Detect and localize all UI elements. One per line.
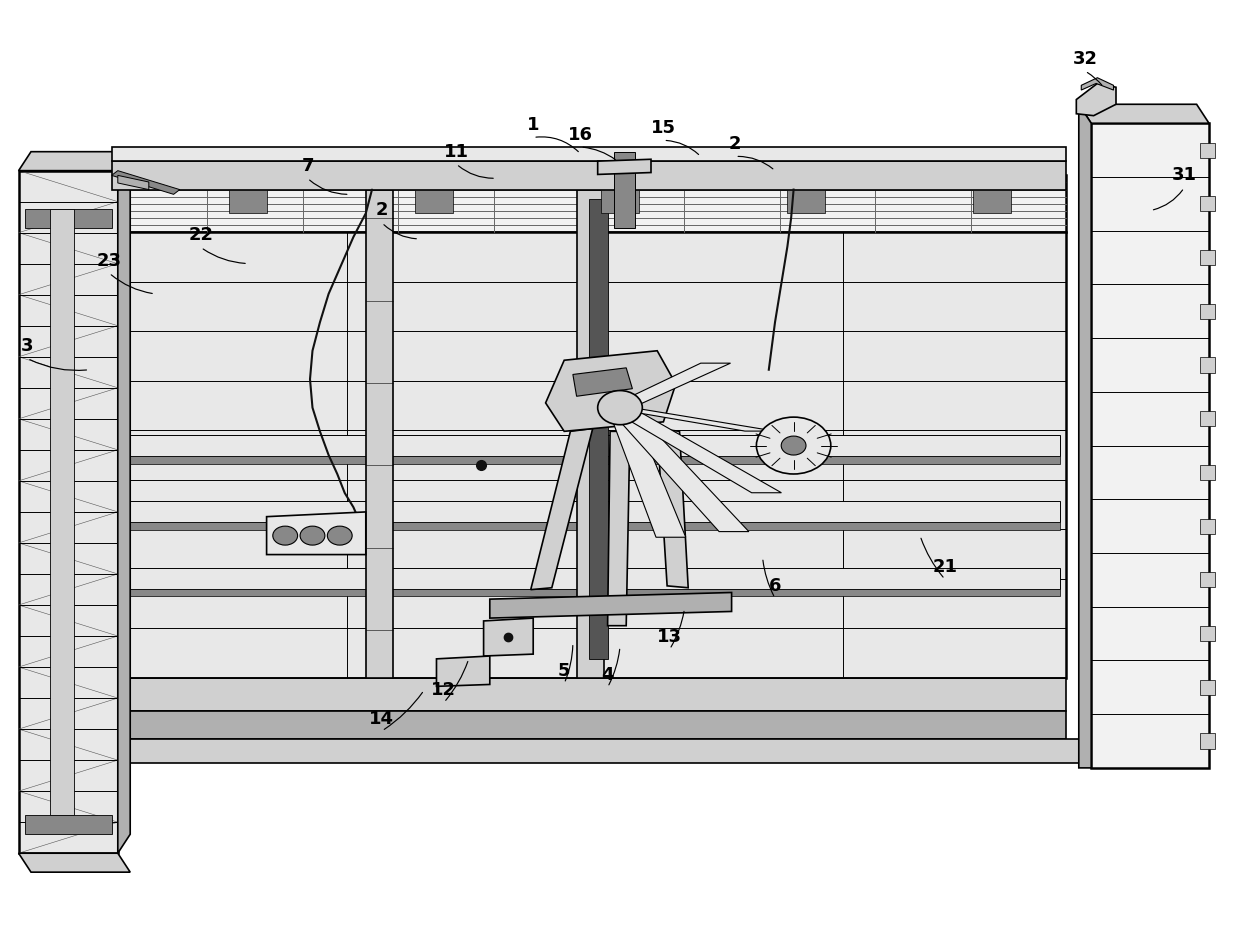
Polygon shape	[1200, 519, 1215, 534]
Text: 13: 13	[657, 629, 682, 646]
Polygon shape	[608, 408, 686, 538]
Circle shape	[598, 391, 642, 425]
Polygon shape	[436, 656, 490, 686]
Polygon shape	[608, 408, 781, 493]
Polygon shape	[1200, 465, 1215, 480]
Polygon shape	[601, 190, 639, 213]
Text: 1: 1	[527, 117, 539, 134]
Circle shape	[781, 436, 806, 455]
Text: 16: 16	[568, 126, 593, 143]
Polygon shape	[1200, 250, 1215, 265]
Polygon shape	[118, 589, 1060, 596]
Polygon shape	[415, 190, 453, 213]
Polygon shape	[598, 159, 651, 174]
Polygon shape	[50, 209, 74, 815]
Polygon shape	[546, 351, 676, 431]
Text: 15: 15	[651, 119, 676, 137]
Polygon shape	[112, 175, 1066, 232]
Polygon shape	[490, 592, 732, 618]
Polygon shape	[1200, 411, 1215, 427]
Polygon shape	[229, 190, 267, 213]
Polygon shape	[19, 171, 118, 853]
Polygon shape	[484, 618, 533, 656]
Text: 32: 32	[1073, 50, 1097, 67]
Circle shape	[273, 526, 298, 545]
Text: 7: 7	[301, 157, 314, 174]
Polygon shape	[118, 435, 1060, 456]
Polygon shape	[1200, 680, 1215, 695]
Polygon shape	[608, 431, 630, 626]
Polygon shape	[112, 678, 1066, 711]
Text: 31: 31	[1172, 167, 1197, 184]
Polygon shape	[1200, 734, 1215, 749]
Polygon shape	[112, 147, 1066, 161]
Polygon shape	[1079, 104, 1209, 123]
Polygon shape	[573, 368, 632, 396]
Polygon shape	[1200, 303, 1215, 319]
Circle shape	[756, 417, 831, 474]
Polygon shape	[112, 232, 1066, 678]
Polygon shape	[118, 175, 149, 190]
Text: 5: 5	[558, 663, 570, 680]
Polygon shape	[608, 363, 730, 408]
Polygon shape	[1200, 196, 1215, 211]
Polygon shape	[74, 739, 1091, 763]
Text: 6: 6	[769, 577, 781, 594]
Polygon shape	[118, 568, 1060, 589]
Polygon shape	[19, 152, 130, 171]
Polygon shape	[1079, 104, 1091, 768]
Polygon shape	[531, 428, 593, 590]
Polygon shape	[112, 171, 180, 194]
Text: 22: 22	[188, 227, 213, 244]
Text: 3: 3	[21, 337, 33, 355]
Polygon shape	[589, 199, 608, 659]
Text: 12: 12	[432, 682, 456, 699]
Text: 23: 23	[97, 252, 122, 269]
Polygon shape	[1200, 626, 1215, 641]
Polygon shape	[118, 152, 130, 853]
Polygon shape	[118, 456, 1060, 464]
Polygon shape	[973, 190, 1011, 213]
Polygon shape	[1076, 83, 1116, 116]
Text: 2: 2	[376, 202, 388, 219]
Polygon shape	[19, 853, 130, 872]
Text: 4: 4	[601, 666, 614, 684]
Polygon shape	[608, 408, 749, 532]
Polygon shape	[1091, 123, 1209, 768]
Polygon shape	[112, 711, 1066, 739]
Polygon shape	[112, 161, 1066, 190]
Polygon shape	[366, 190, 393, 678]
Polygon shape	[608, 408, 775, 431]
Polygon shape	[267, 512, 366, 555]
Polygon shape	[1200, 573, 1215, 588]
Polygon shape	[1200, 142, 1215, 157]
Polygon shape	[577, 190, 604, 678]
Polygon shape	[25, 209, 112, 228]
Polygon shape	[657, 428, 688, 588]
Circle shape	[300, 526, 325, 545]
Polygon shape	[118, 501, 1060, 522]
Text: 14: 14	[370, 710, 394, 727]
Text: 21: 21	[932, 558, 957, 575]
Polygon shape	[614, 152, 635, 228]
Polygon shape	[1081, 78, 1114, 90]
Polygon shape	[25, 815, 112, 834]
Circle shape	[327, 526, 352, 545]
Polygon shape	[1200, 357, 1215, 373]
Polygon shape	[787, 190, 825, 213]
Text: 11: 11	[444, 143, 469, 160]
Text: 2: 2	[729, 136, 742, 153]
Polygon shape	[118, 522, 1060, 530]
